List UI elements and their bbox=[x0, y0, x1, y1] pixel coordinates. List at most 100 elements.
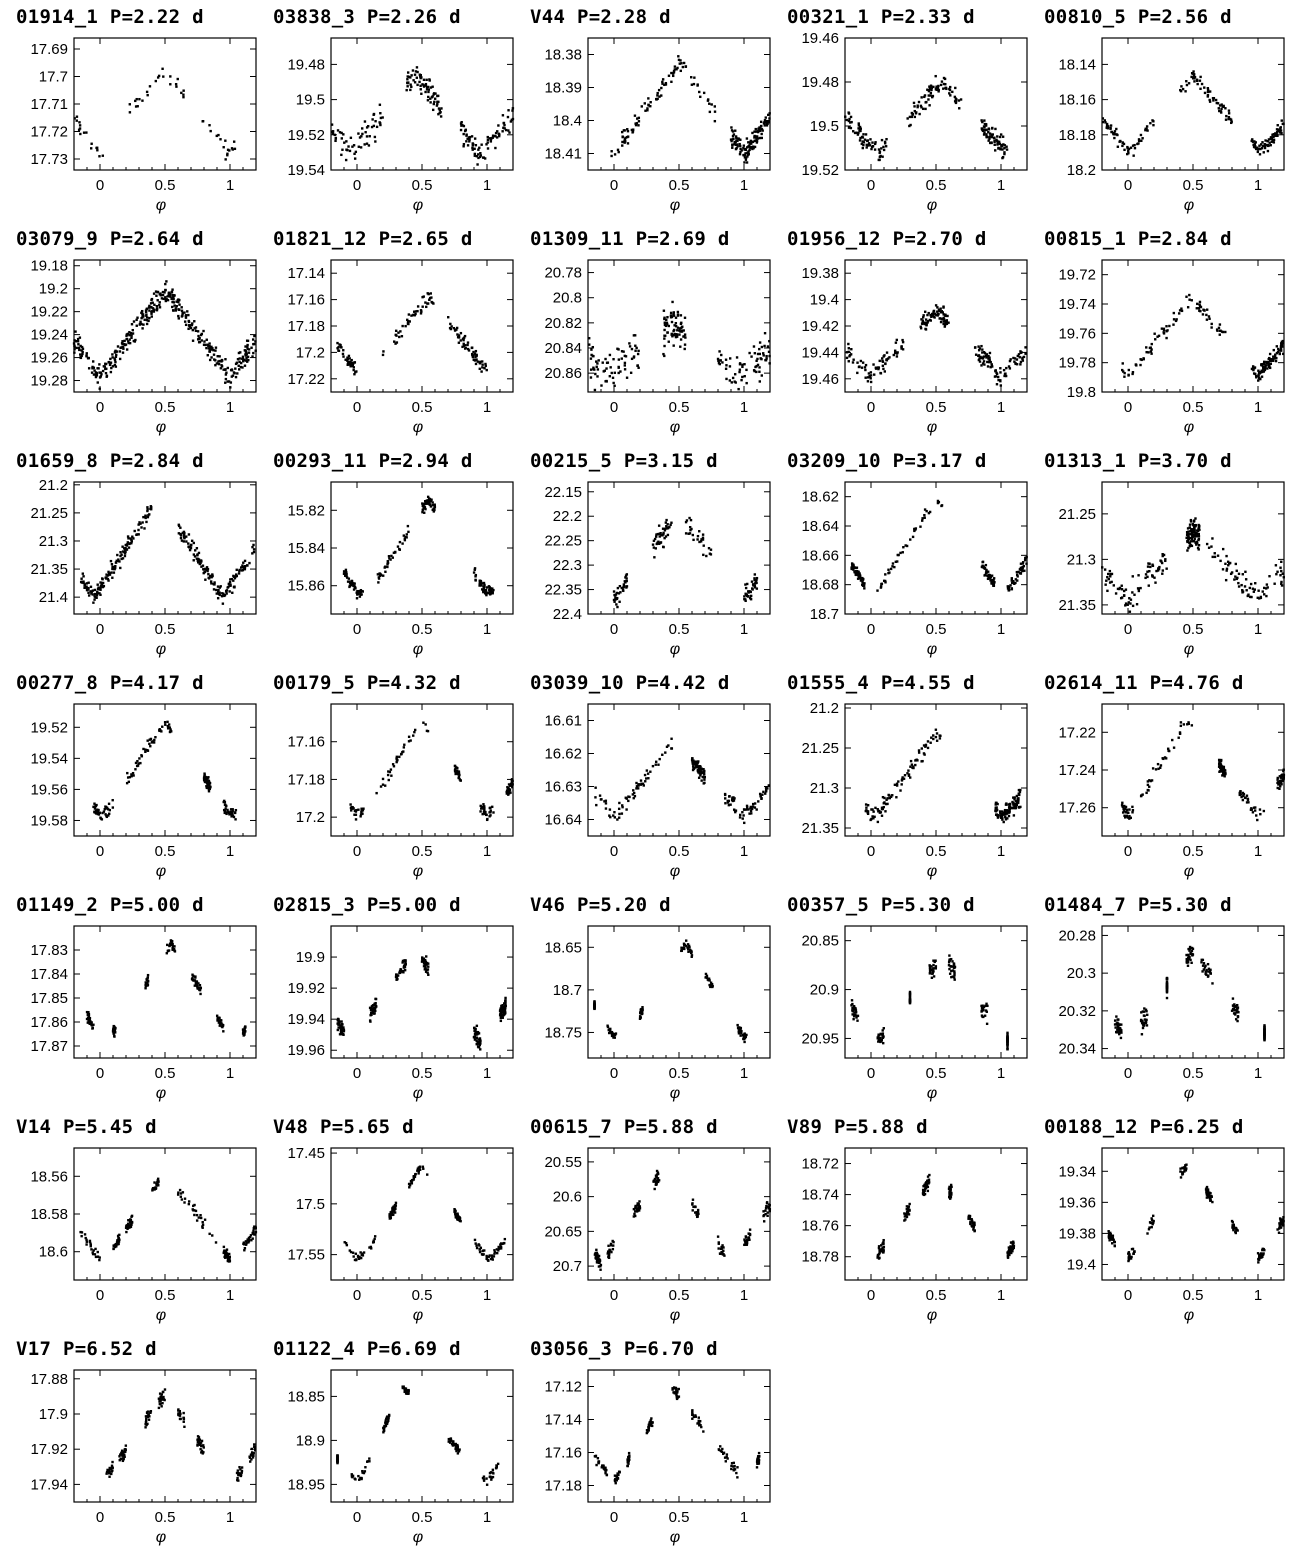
data-point bbox=[244, 350, 248, 353]
data-point bbox=[185, 540, 188, 543]
data-point bbox=[753, 582, 757, 585]
data-point bbox=[450, 325, 453, 328]
data-point bbox=[130, 775, 133, 778]
data-point bbox=[637, 120, 641, 123]
data-point bbox=[957, 99, 961, 102]
data-point bbox=[164, 282, 167, 286]
data-point bbox=[1267, 363, 1271, 366]
data-point bbox=[405, 88, 408, 92]
data-point bbox=[758, 366, 761, 369]
data-point bbox=[73, 348, 76, 351]
lightcurve-panel: 03079_9 P=2.64 d 0 0.5 1 19.18 19.2 19.22 19.24… bbox=[2, 222, 260, 444]
data-point bbox=[753, 806, 757, 809]
data-point bbox=[1271, 358, 1275, 362]
data-point bbox=[662, 352, 665, 356]
data-point bbox=[111, 353, 114, 356]
data-point bbox=[855, 131, 858, 134]
data-point bbox=[1120, 584, 1123, 587]
data-point bbox=[1245, 589, 1248, 592]
data-point bbox=[1205, 313, 1208, 317]
data-point bbox=[204, 578, 207, 581]
data-point bbox=[485, 586, 489, 589]
data-point bbox=[847, 347, 850, 350]
data-point bbox=[1275, 572, 1278, 576]
data-point bbox=[388, 770, 392, 774]
data-point bbox=[614, 598, 617, 601]
data-point bbox=[166, 724, 170, 728]
x-tick-label: 0.5 bbox=[926, 399, 947, 416]
data-point bbox=[112, 571, 116, 574]
x-tick-label: 0.5 bbox=[669, 621, 690, 638]
data-point bbox=[192, 559, 195, 562]
data-point bbox=[647, 97, 650, 100]
data-point bbox=[203, 780, 207, 784]
data-point bbox=[222, 368, 225, 371]
data-point bbox=[861, 361, 865, 364]
data-point bbox=[854, 570, 858, 573]
data-point bbox=[95, 592, 99, 596]
data-point bbox=[1187, 546, 1190, 550]
y-tick-label: 17.85 bbox=[30, 990, 68, 1007]
data-point bbox=[732, 808, 736, 811]
data-point bbox=[753, 573, 757, 576]
data-point bbox=[1282, 768, 1285, 771]
data-point bbox=[251, 338, 255, 341]
data-point bbox=[174, 82, 178, 86]
data-point bbox=[857, 365, 861, 369]
data-point bbox=[999, 133, 1003, 136]
data-point bbox=[480, 588, 484, 591]
data-point bbox=[697, 776, 701, 779]
data-point bbox=[994, 149, 997, 152]
y-tick-label: 20.8 bbox=[553, 290, 582, 307]
data-point bbox=[755, 138, 758, 141]
data-point bbox=[166, 295, 169, 298]
data-point bbox=[670, 521, 673, 524]
data-point bbox=[1280, 582, 1283, 586]
data-point bbox=[758, 352, 762, 356]
data-point bbox=[676, 66, 679, 70]
data-point bbox=[74, 340, 78, 343]
data-point bbox=[1243, 796, 1247, 800]
data-point bbox=[252, 548, 256, 551]
data-point bbox=[611, 376, 615, 380]
x-tick-label: 0 bbox=[610, 843, 618, 860]
data-point bbox=[727, 803, 731, 807]
data-point bbox=[866, 812, 870, 816]
data-point bbox=[850, 567, 853, 571]
data-point bbox=[674, 324, 678, 328]
data-point bbox=[909, 538, 912, 541]
y-tick-label: 17.22 bbox=[1058, 724, 1096, 741]
data-point bbox=[670, 71, 673, 75]
data-point bbox=[1024, 346, 1027, 349]
data-point bbox=[899, 789, 902, 792]
data-point bbox=[618, 801, 621, 805]
data-point bbox=[365, 135, 369, 138]
data-point bbox=[153, 303, 156, 306]
data-point bbox=[1008, 808, 1011, 812]
data-point bbox=[242, 561, 245, 564]
data-point bbox=[867, 372, 871, 375]
data-point bbox=[197, 551, 201, 555]
data-point bbox=[864, 376, 867, 379]
data-points bbox=[1101, 70, 1285, 157]
data-point bbox=[1002, 143, 1005, 146]
data-point bbox=[1132, 154, 1135, 157]
data-point bbox=[492, 588, 495, 592]
data-point bbox=[1112, 132, 1115, 136]
data-point bbox=[188, 325, 192, 328]
data-point bbox=[999, 371, 1002, 374]
data-point bbox=[428, 296, 432, 300]
data-point bbox=[994, 813, 998, 816]
data-point bbox=[72, 342, 76, 345]
data-point bbox=[739, 147, 742, 151]
data-point bbox=[1001, 155, 1005, 159]
data-point bbox=[690, 76, 693, 79]
data-point bbox=[853, 131, 857, 135]
data-point bbox=[190, 539, 194, 542]
data-point bbox=[1254, 141, 1257, 144]
x-tick-label: 0.5 bbox=[926, 843, 947, 860]
data-point bbox=[681, 325, 684, 328]
y-tick-label: 22.4 bbox=[553, 606, 582, 623]
data-point bbox=[347, 360, 350, 364]
data-point bbox=[1145, 791, 1148, 795]
